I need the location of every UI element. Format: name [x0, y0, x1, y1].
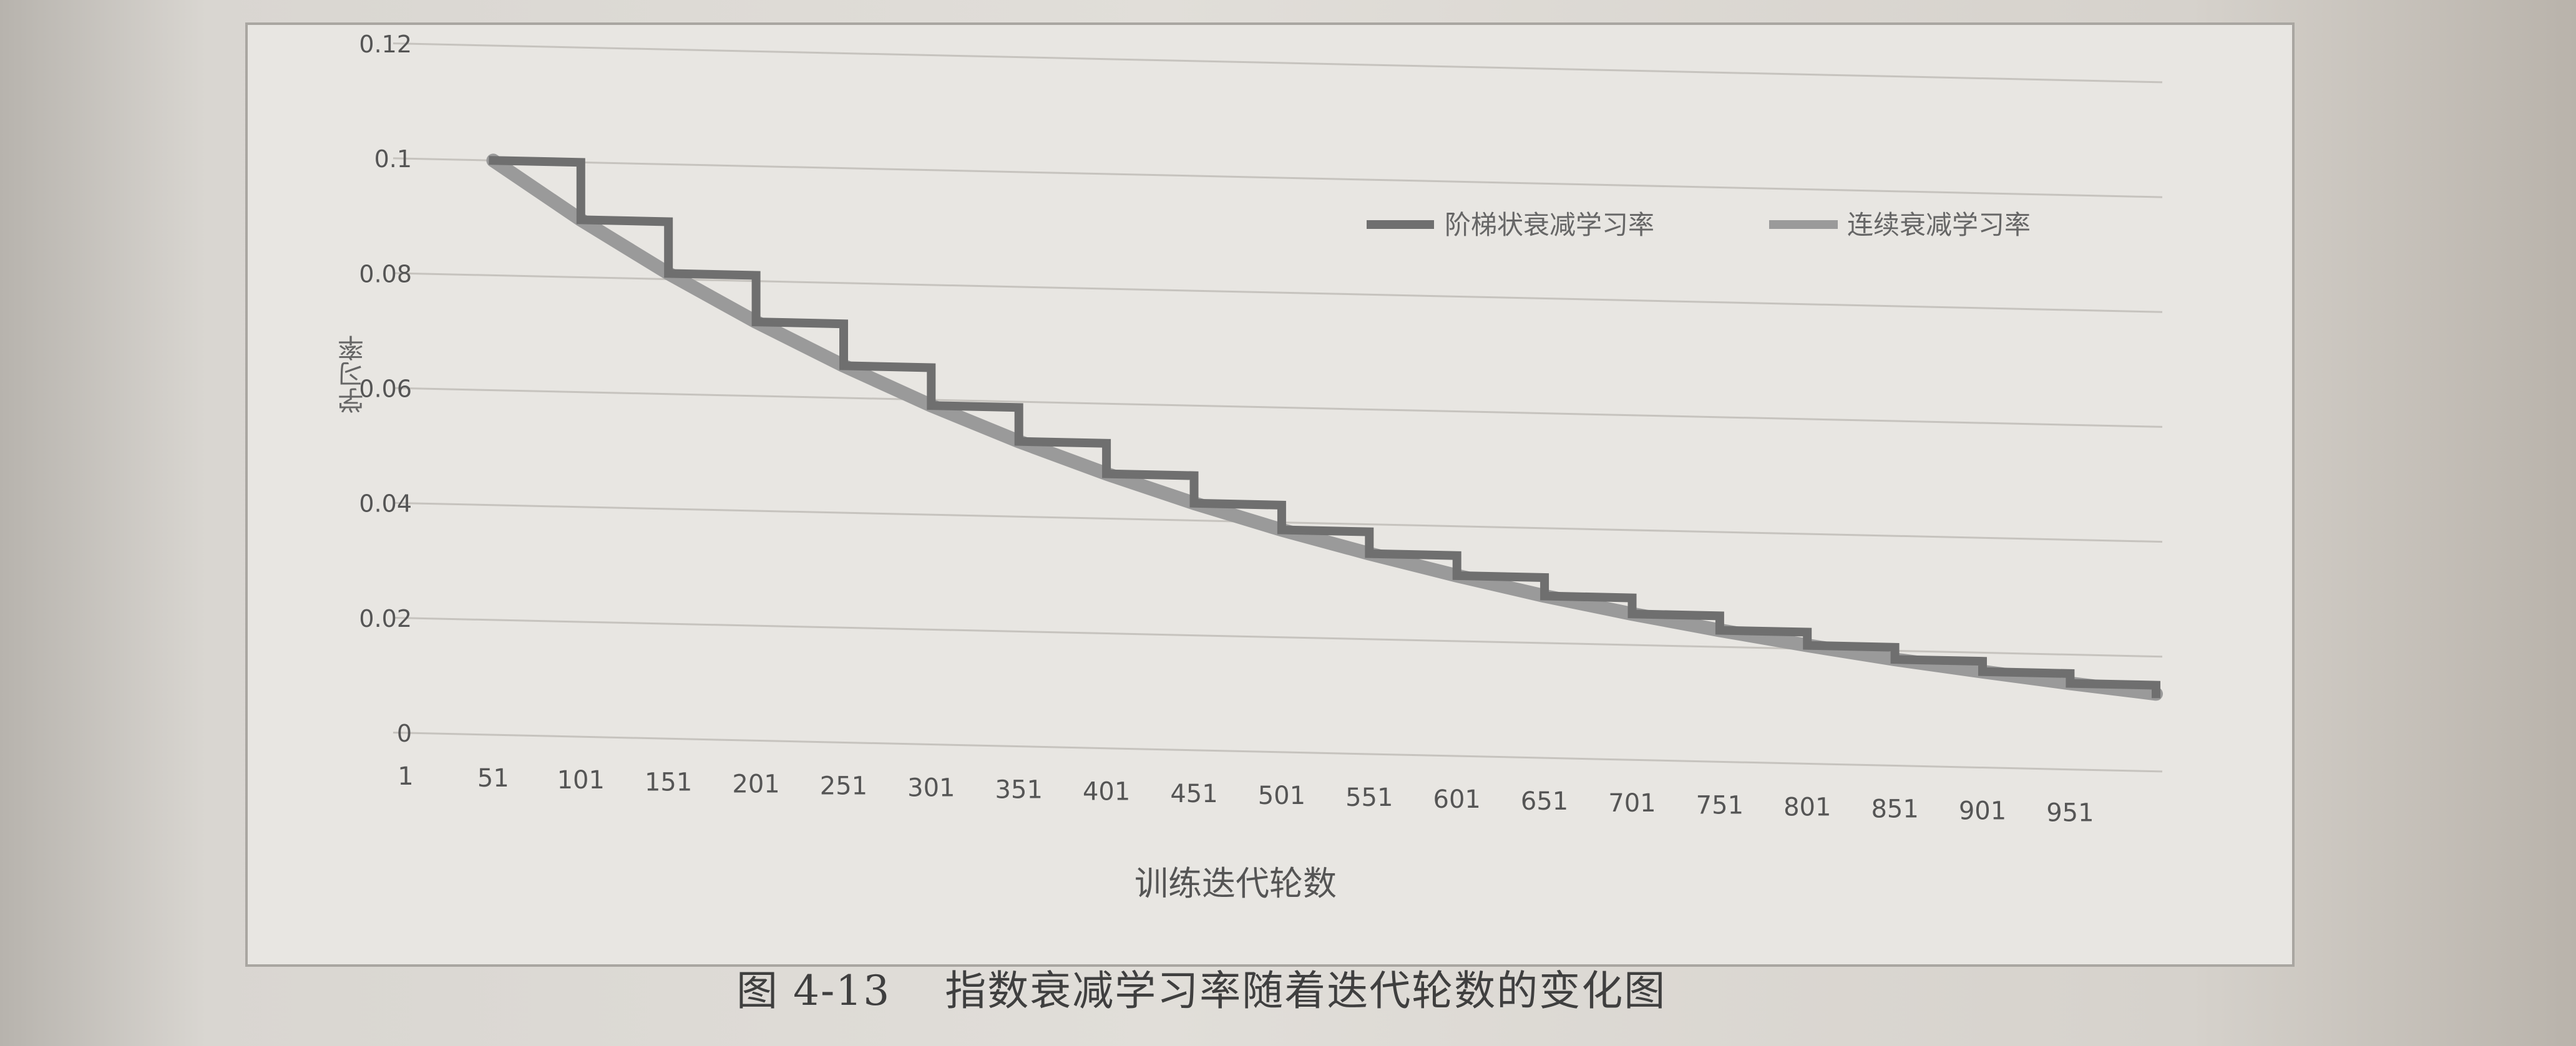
x-tick-label: 651: [1521, 787, 1568, 816]
x-tick-label: 351: [995, 776, 1043, 805]
legend-step-label: 阶梯状衰减学习率: [1445, 210, 1654, 240]
x-tick-label: 101: [557, 766, 605, 795]
gridline: [393, 157, 2163, 198]
x-tick-label: 51: [477, 764, 509, 793]
x-tick-label: 151: [645, 768, 692, 797]
legend-continuous-label: 连续衰减学习率: [1847, 210, 2031, 240]
x-tick-label: 951: [2046, 799, 2094, 828]
x-tick-label: 601: [1433, 785, 1481, 814]
series-step-line: [489, 156, 2160, 699]
x-tick-label: 501: [1258, 782, 1305, 810]
y-tick-label: 0.08: [359, 260, 412, 288]
y-axis-ticks: 0 0.02 0.04 0.06 0.08 0.1 0.12: [359, 31, 412, 747]
y-axis-label: 学习率: [338, 335, 368, 414]
series-layer: [486, 153, 2163, 701]
series-continuous-line: [486, 153, 2163, 701]
x-tick-label: 851: [1871, 795, 1918, 824]
gridline: [393, 387, 2163, 428]
y-tick-label: 0.04: [359, 490, 412, 518]
legend: 阶梯状衰减学习率 连续衰减学习率: [1367, 210, 2031, 240]
x-tick-label: 701: [1608, 789, 1656, 818]
chart-area: [245, 22, 2295, 967]
y-tick-label: 0.12: [359, 31, 412, 58]
y-tick-label: 0.06: [359, 375, 412, 403]
y-tick-label: 0.02: [359, 605, 412, 632]
figure-caption: 图 4-13 指数衰减学习率随着迭代轮数的变化图: [736, 957, 1860, 1017]
x-tick-label: 751: [1696, 791, 1744, 820]
x-tick-label: 451: [1170, 780, 1217, 808]
y-tick-label: 0: [397, 720, 412, 747]
x-tick-label: 251: [820, 772, 867, 800]
x-tick-label: 551: [1345, 783, 1393, 812]
x-axis-label: 训练迭代轮数: [1134, 864, 1337, 903]
x-tick-label: 201: [732, 770, 779, 798]
gridline: [393, 42, 2163, 84]
gridline: [393, 732, 2163, 773]
y-tick-label: 0.1: [374, 145, 412, 173]
x-tick-label: 901: [1959, 797, 2006, 826]
figure-number: 图 4-13: [736, 967, 891, 1015]
x-tick-label: 801: [1783, 793, 1831, 821]
x-tick-label: 1: [398, 762, 413, 791]
x-axis-ticks: 1 51 101 151 201 251 301 351 401 451 501 551 601 651 7…: [398, 762, 2094, 828]
x-tick-label: 401: [1083, 778, 1130, 806]
figure-caption-text: 指数衰减学习率随着迭代轮数的变化图: [945, 967, 1667, 1015]
x-tick-label: 301: [907, 774, 955, 803]
